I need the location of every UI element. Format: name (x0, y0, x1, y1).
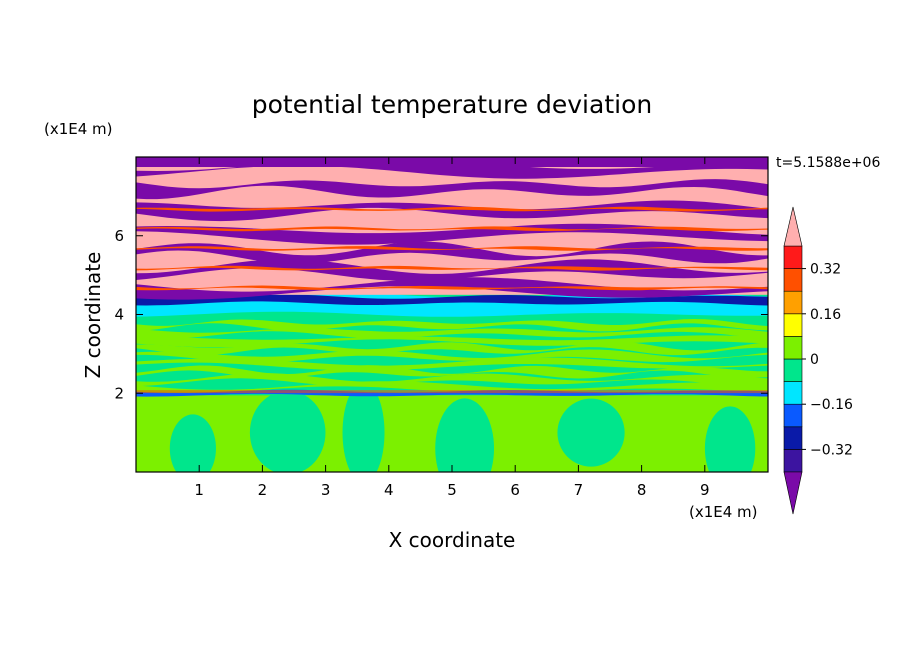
lower-blob (435, 398, 495, 472)
x-tick-label: 5 (447, 481, 457, 499)
contour-plot (136, 157, 768, 472)
upper-stripe (136, 179, 768, 200)
upper-stripe (136, 241, 768, 264)
upper-red-filament (136, 226, 768, 232)
colorbar-tick-label: 0.32 (810, 262, 841, 278)
colorbar: −0.32 −0.16 0 0.16 0.32 (783, 206, 853, 515)
lower-blob (169, 414, 216, 472)
x-unit-label: (x1E4 m) (689, 503, 758, 521)
colorbar-segment (783, 358, 803, 382)
time-label: t=5.1588e+06 (776, 155, 880, 171)
chart-title: potential temperature deviation (252, 90, 652, 119)
y-axis: 2 4 6 (114, 227, 768, 402)
x-axis: 1 2 3 4 5 6 7 8 9 (194, 157, 710, 499)
colorbar-segment (783, 245, 803, 269)
upper-red-filament (136, 265, 768, 271)
middle-streak (136, 357, 768, 371)
y-axis-label: Z coordinate (81, 252, 105, 379)
colorbar-segment (783, 381, 803, 405)
colorbar-tick-label: 0.16 (810, 307, 841, 323)
colorbar-segment (783, 449, 803, 473)
x-tick-label: 3 (321, 481, 331, 499)
upper-red-filament (136, 246, 768, 251)
x-tick-label: 4 (384, 481, 394, 499)
x-tick-label: 2 (258, 481, 268, 499)
y-tick-label: 4 (114, 306, 124, 324)
colorbar-segment (783, 426, 803, 450)
colorbar-tick-label: −0.32 (810, 442, 853, 458)
lower-blob (249, 390, 326, 472)
y-tick-label: 6 (114, 227, 124, 245)
x-tick-label: 7 (574, 481, 584, 499)
upper-red-filament (136, 285, 768, 291)
x-tick-label: 6 (510, 481, 520, 499)
lower-blob (704, 406, 756, 472)
upper-red-filament (136, 206, 768, 212)
lower-blob (557, 398, 625, 467)
colorbar-segment (783, 268, 803, 292)
colorbar-segment (783, 336, 803, 360)
y-unit-label: (x1E4 m) (44, 120, 113, 138)
upper-stripe (136, 259, 768, 281)
y-tick-label: 2 (114, 384, 124, 402)
transition-darkblue (136, 294, 768, 306)
upper-stripe (136, 277, 768, 300)
colorbar-tick-label: −0.16 (810, 397, 853, 413)
colorbar-segment (783, 403, 803, 428)
colorbar-segment (783, 290, 803, 315)
upper-stripe (136, 200, 768, 222)
middle-streak (136, 365, 768, 379)
contour-field (136, 157, 768, 472)
interface-streak (136, 390, 768, 394)
x-tick-label: 8 (637, 481, 647, 499)
x-axis-label: X coordinate (389, 528, 516, 552)
middle-streak (136, 349, 768, 363)
middle-streak (136, 319, 768, 332)
colorbar-min-arrow (783, 471, 803, 515)
middle-streak (136, 341, 768, 356)
colorbar-max-arrow (783, 206, 803, 247)
x-tick-label: 9 (700, 481, 710, 499)
lower-blob (342, 382, 385, 472)
upper-stripe (136, 223, 768, 245)
colorbar-tick-label: 0 (810, 352, 819, 368)
x-tick-label: 1 (194, 481, 204, 499)
colorbar-segment (783, 313, 803, 337)
middle-streak (136, 335, 768, 348)
middle-streak (136, 381, 768, 395)
